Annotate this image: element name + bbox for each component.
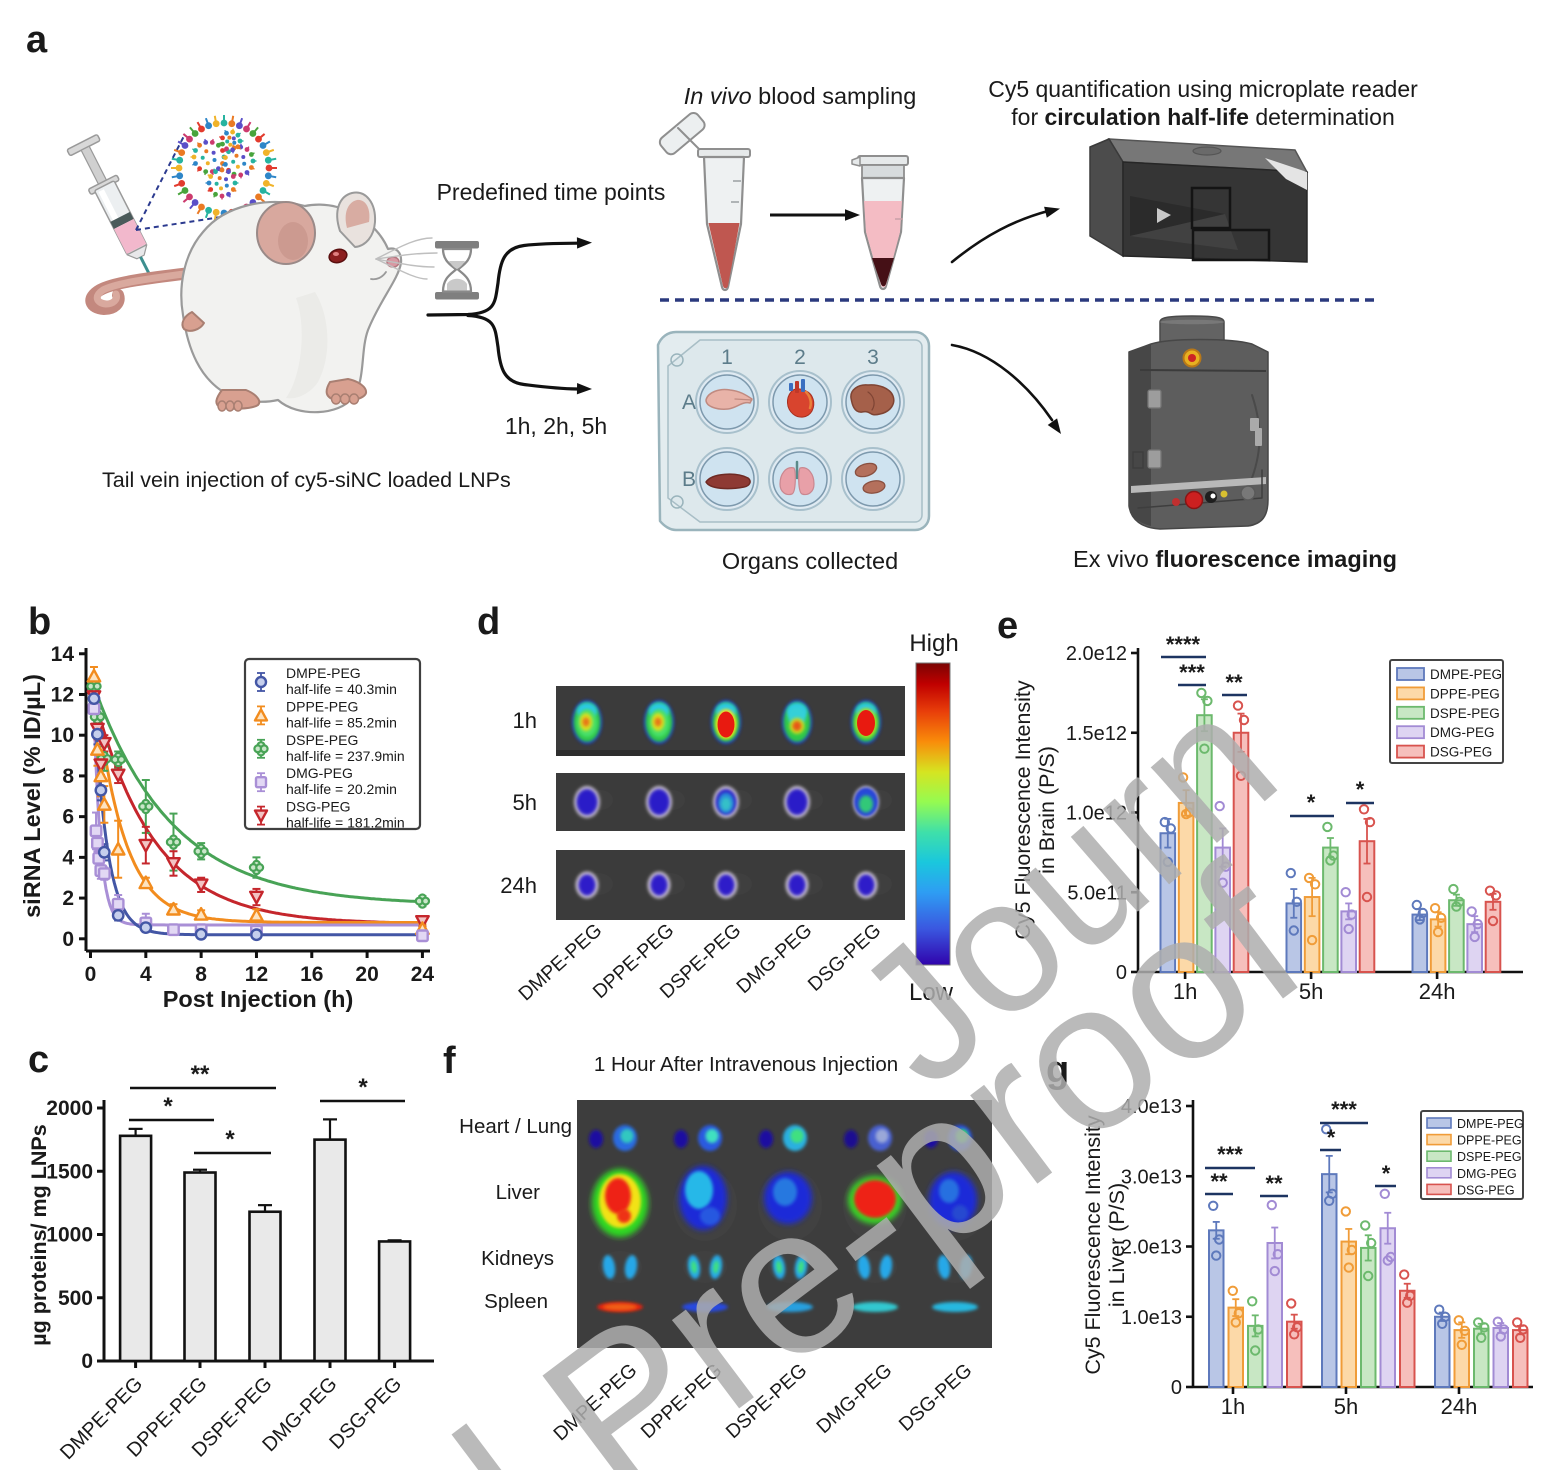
svg-text:1500: 1500 [46,1160,93,1183]
svg-text:half-life = 181.2min: half-life = 181.2min [286,815,405,831]
svg-text:*: * [1327,1125,1336,1150]
svg-text:DMG-PEG: DMG-PEG [286,765,353,781]
svg-text:*: * [225,1126,235,1153]
svg-text:b: b [28,601,51,643]
svg-text:1h: 1h [1221,1394,1245,1419]
svg-text:DSG-PEG: DSG-PEG [286,799,351,815]
svg-text:***: *** [1331,1097,1357,1122]
svg-text:24h: 24h [500,873,537,898]
svg-text:DMG-PEG: DMG-PEG [1430,725,1495,740]
svg-text:2: 2 [794,346,806,369]
svg-text:**: ** [1265,1171,1283,1196]
svg-text:DMPE-PEG: DMPE-PEG [286,665,361,681]
svg-text:Spleen: Spleen [484,1290,548,1313]
svg-text:DSPE-PEG: DSPE-PEG [286,732,358,748]
svg-text:1 Hour After Intravenous Injec: 1 Hour After Intravenous Injection [594,1053,898,1076]
svg-text:DSPE-PEG: DSPE-PEG [1457,1150,1522,1164]
svg-text:1.0e13: 1.0e13 [1121,1307,1182,1329]
svg-text:12: 12 [245,963,268,986]
svg-text:DSPE-PEG: DSPE-PEG [1430,706,1500,721]
svg-text:DSG-PEG: DSG-PEG [1430,745,1492,760]
svg-text:µg proteins/ mg LNPs: µg proteins/ mg LNPs [27,1124,51,1345]
svg-text:f: f [443,1040,456,1082]
svg-text:a: a [26,19,48,61]
svg-text:500: 500 [58,1287,93,1310]
svg-text:20: 20 [355,963,378,986]
svg-text:8: 8 [195,963,207,986]
svg-text:0: 0 [85,963,97,986]
svg-text:0: 0 [81,1350,93,1373]
svg-text:*: * [163,1093,173,1120]
svg-text:3: 3 [867,346,879,369]
svg-text:Kidneys: Kidneys [481,1247,554,1270]
svg-text:**: ** [1225,670,1243,695]
svg-text:1h: 1h [513,708,537,733]
svg-text:4: 4 [62,846,74,869]
svg-text:5h: 5h [1334,1394,1358,1419]
svg-text:d: d [477,601,500,643]
svg-text:half-life = 85.2min: half-life = 85.2min [286,714,397,730]
svg-text:Liver: Liver [496,1181,541,1204]
svg-text:24h: 24h [1441,1394,1478,1419]
svg-text:1000: 1000 [46,1224,93,1247]
svg-text:half-life = 20.2min: half-life = 20.2min [286,781,397,797]
svg-text:half-life = 237.9min: half-life = 237.9min [286,748,405,764]
svg-text:In vivo blood sampling: In vivo blood sampling [684,83,917,109]
svg-text:B: B [682,468,696,491]
svg-text:siRNA Level (% ID/µL): siRNA Level (% ID/µL) [19,674,45,918]
svg-text:2.0e12: 2.0e12 [1066,643,1127,665]
svg-text:DPPE-PEG: DPPE-PEG [1457,1134,1522,1148]
svg-text:0: 0 [1171,1377,1182,1399]
svg-text:**: ** [191,1061,210,1088]
svg-text:***: *** [1217,1142,1243,1167]
svg-text:Ex vivo fluorescence imaging: Ex vivo fluorescence imaging [1073,546,1397,572]
svg-text:in Liver (P/S): in Liver (P/S) [1105,1183,1129,1307]
svg-text:**: ** [1210,1169,1228,1194]
svg-text:1: 1 [721,346,733,369]
svg-text:1h, 2h, 5h: 1h, 2h, 5h [505,413,607,439]
svg-text:c: c [28,1039,49,1081]
svg-text:A: A [682,391,696,414]
svg-text:10: 10 [51,724,74,747]
svg-text:Post Injection (h): Post Injection (h) [163,986,354,1012]
svg-text:4: 4 [140,963,152,986]
svg-text:5h: 5h [513,790,537,815]
svg-text:*: * [1356,777,1365,802]
svg-text:8: 8 [62,765,74,788]
svg-text:DMPE-PEG: DMPE-PEG [1457,1117,1524,1131]
svg-text:half-life = 40.3min: half-life = 40.3min [286,681,397,697]
svg-text:DSG-PEG: DSG-PEG [1457,1183,1515,1197]
svg-text:DMPE-PEG: DMPE-PEG [1430,667,1502,682]
svg-text:24h: 24h [1419,979,1456,1004]
svg-text:0: 0 [62,928,74,951]
svg-text:****: **** [1166,632,1201,657]
svg-text:2: 2 [62,887,74,910]
svg-text:14: 14 [51,643,75,666]
svg-text:Heart / Lung: Heart / Lung [459,1115,572,1138]
svg-text:*: * [1382,1161,1391,1186]
svg-text:12: 12 [51,683,74,706]
svg-text:24: 24 [411,963,435,986]
svg-text:Organs collected: Organs collected [722,548,898,574]
svg-text:High: High [909,630,958,657]
svg-text:for circulation half-life dete: for circulation half-life determination [1011,104,1394,130]
svg-text:DMG-PEG: DMG-PEG [1457,1167,1517,1181]
svg-text:DPPE-PEG: DPPE-PEG [1430,686,1500,701]
svg-text:*: * [358,1074,368,1101]
svg-text:Cy5 quantification using micro: Cy5 quantification using microplate read… [988,76,1418,102]
svg-text:6: 6 [62,806,74,829]
svg-text:Tail vein injection of cy5-siN: Tail vein injection of cy5-siNC loaded L… [102,468,511,492]
svg-text:2.0e13: 2.0e13 [1121,1237,1182,1259]
svg-text:e: e [997,605,1018,647]
svg-text:Predefined time points: Predefined time points [437,179,666,205]
svg-text:DPPE-PEG: DPPE-PEG [286,698,358,714]
svg-text:2000: 2000 [46,1097,93,1120]
svg-text:16: 16 [300,963,323,986]
